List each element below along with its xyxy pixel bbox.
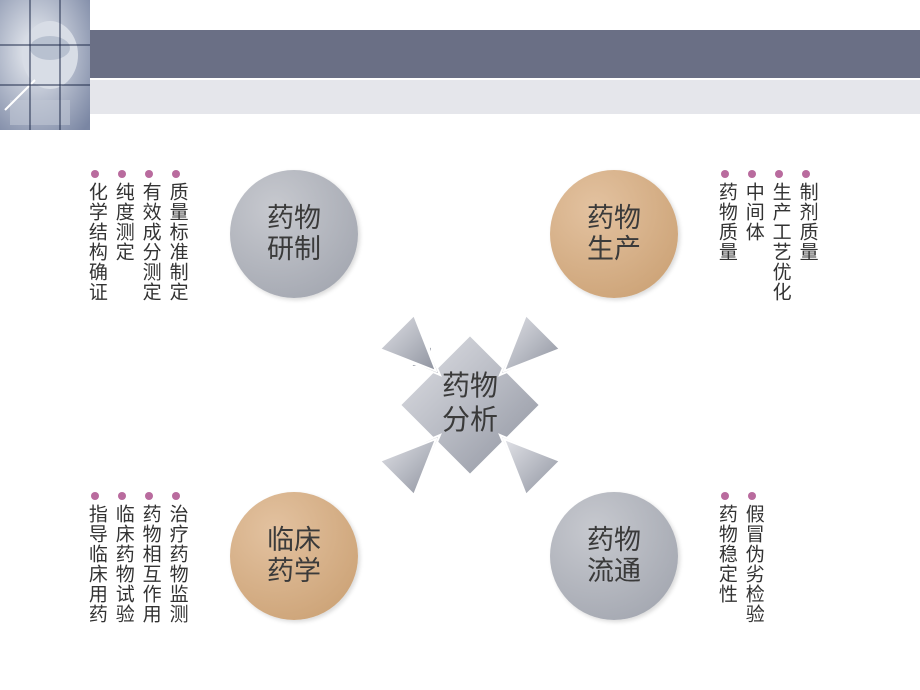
circle-bl: 临床药学	[230, 492, 358, 620]
header-thumbnail	[0, 0, 90, 130]
bullet-text: 指导临床用药	[85, 504, 106, 624]
header-light-bar	[90, 80, 920, 114]
bullet-text: 有效成分测定	[139, 182, 160, 302]
bullet-list-tl-list: 质量标准制定有效成分测定纯度测定化学结构确证	[85, 170, 187, 302]
bullet-dot-icon	[172, 492, 180, 500]
bullet-text: 质量标准制定	[166, 182, 187, 302]
circle-tr: 药物生产	[550, 170, 678, 298]
bullet-item: 制剂质量	[796, 170, 817, 302]
center-label-line1: 药物	[442, 371, 498, 402]
bullet-item: 化学结构确证	[85, 170, 106, 302]
bullet-list-bl-list: 治疗药物监测药物相互作用临床药物试验指导临床用药	[85, 492, 187, 624]
diagram-area: 药物 分析 药物研制药物生产临床药学药物流通 质量标准制定有效成分测定纯度测定化…	[0, 130, 920, 690]
bullet-list-br-list: 假冒伪劣检验药物稳定性	[715, 492, 763, 624]
bullet-text: 制剂质量	[796, 182, 817, 262]
bullet-item: 生产工艺优化	[769, 170, 790, 302]
bullet-dot-icon	[145, 492, 153, 500]
bullet-text: 纯度测定	[112, 182, 133, 262]
bullet-dot-icon	[91, 170, 99, 178]
bullet-dot-icon	[748, 492, 756, 500]
bullet-dot-icon	[118, 492, 126, 500]
bullet-dot-icon	[721, 492, 729, 500]
bullet-list-tr-list: 制剂质量生产工艺优化中间体药物质量	[715, 170, 817, 302]
bullet-dot-icon	[748, 170, 756, 178]
bullet-dot-icon	[721, 170, 729, 178]
bullet-item: 假冒伪劣检验	[742, 492, 763, 624]
bullet-item: 指导临床用药	[85, 492, 106, 624]
bullet-text: 生产工艺优化	[769, 182, 790, 302]
bullet-dot-icon	[145, 170, 153, 178]
bullet-item: 药物相互作用	[139, 492, 160, 624]
bullet-text: 假冒伪劣检验	[742, 504, 763, 624]
circle-label-tl: 药物	[267, 203, 321, 233]
bullet-item: 治疗药物监测	[166, 492, 187, 624]
center-label: 药物 分析	[370, 370, 570, 437]
bullet-text: 药物稳定性	[715, 504, 736, 604]
bullet-text: 化学结构确证	[85, 182, 106, 302]
slide-header	[0, 0, 920, 130]
bullet-item: 药物质量	[715, 170, 736, 302]
circle-label-bl: 临床	[267, 525, 321, 555]
bullet-item: 有效成分测定	[139, 170, 160, 302]
bullet-dot-icon	[775, 170, 783, 178]
circle-label2-tl: 研制	[267, 234, 321, 264]
header-dark-bar	[90, 30, 920, 78]
circle-label2-tr: 生产	[587, 234, 641, 264]
bullet-item: 临床药物试验	[112, 492, 133, 624]
circle-label2-br: 流通	[587, 556, 641, 586]
bullet-text: 中间体	[742, 182, 763, 242]
center-label-line2: 分析	[442, 405, 498, 436]
bullet-text: 治疗药物监测	[166, 504, 187, 624]
circle-br: 药物流通	[550, 492, 678, 620]
circle-label-br: 药物	[587, 525, 641, 555]
bullet-item: 纯度测定	[112, 170, 133, 302]
bullet-text: 药物质量	[715, 182, 736, 262]
bullet-text: 药物相互作用	[139, 504, 160, 624]
bullet-dot-icon	[91, 492, 99, 500]
bullet-dot-icon	[802, 170, 810, 178]
bullet-item: 中间体	[742, 170, 763, 302]
circle-label2-bl: 药学	[267, 556, 321, 586]
bullet-dot-icon	[118, 170, 126, 178]
circle-tl: 药物研制	[230, 170, 358, 298]
bullet-item: 药物稳定性	[715, 492, 736, 624]
bullet-item: 质量标准制定	[166, 170, 187, 302]
circle-label-tr: 药物	[587, 203, 641, 233]
bullet-dot-icon	[172, 170, 180, 178]
bullet-text: 临床药物试验	[112, 504, 133, 624]
